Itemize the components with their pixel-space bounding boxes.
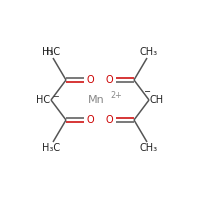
Text: −: − — [52, 92, 59, 101]
Text: O: O — [86, 75, 94, 85]
Text: CH₃: CH₃ — [140, 47, 158, 57]
Text: Mn: Mn — [88, 95, 104, 105]
Text: H₃C: H₃C — [42, 143, 60, 153]
Text: CH₃: CH₃ — [140, 143, 158, 153]
Text: O: O — [86, 115, 94, 125]
Text: O: O — [106, 115, 114, 125]
Text: O: O — [106, 75, 114, 85]
Text: H: H — [46, 47, 53, 57]
Text: CH: CH — [150, 95, 164, 105]
Text: 2+: 2+ — [110, 90, 122, 99]
Text: H₃C: H₃C — [42, 47, 60, 57]
Text: HC: HC — [36, 95, 50, 105]
